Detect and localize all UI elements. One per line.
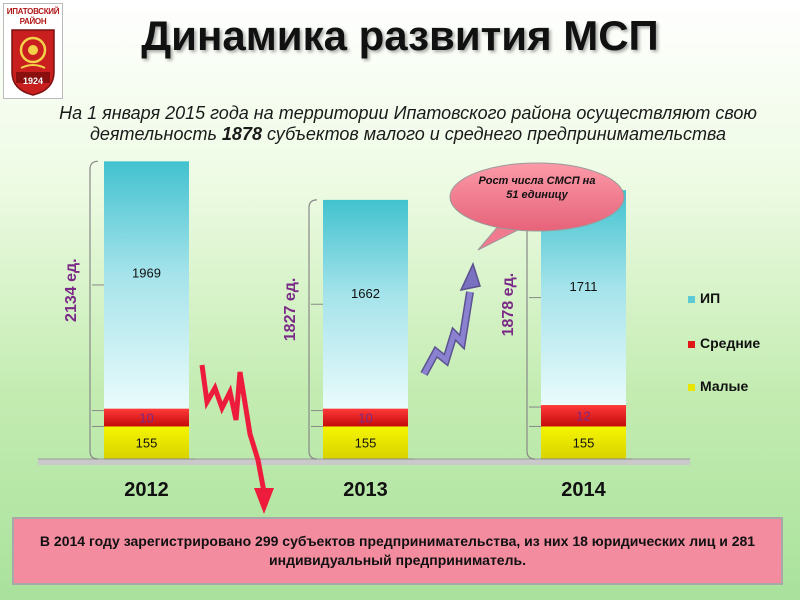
page-subtitle: На 1 января 2015 года на территории Ипат… [40, 103, 776, 145]
legend-label-ip: ИП [700, 290, 721, 306]
growth-arrow-icon [420, 261, 481, 376]
total-label-2014: 1878 ед. [500, 273, 517, 337]
district-emblem: ИПАТОВСКИЙ РАЙОН 1924 [3, 3, 63, 99]
x-tick-label-2013: 2013 [343, 479, 388, 501]
summary-text: В 2014 году зарегистрировано 299 субъект… [39, 533, 756, 568]
legend-swatch-malye [688, 384, 695, 391]
decline-arrow-icon [199, 364, 274, 514]
data-label-srednie-2014: 12 [576, 409, 590, 424]
legend-item-ip: ИП [688, 290, 798, 310]
bar-ip-2012 [104, 161, 189, 409]
legend-swatch-srednie [688, 341, 695, 348]
bar-srednie-2012 [104, 408, 189, 427]
bar-malye-2012 [104, 426, 189, 459]
legend-label-malye: Малые [700, 378, 749, 394]
emblem-text-line2: РАЙОН [19, 17, 47, 26]
chart-floor [38, 458, 690, 465]
page-title: Динамика развития МСП [141, 12, 659, 59]
data-label-ip-2012: 1969 [132, 266, 161, 281]
bar-ip-2013 [323, 199, 408, 409]
x-tick-label-2012: 2012 [124, 479, 169, 501]
legend-label-srednie: Средние [700, 335, 761, 351]
total-label-2012: 2134 ед. [63, 258, 80, 322]
subtitle-highlight-count: 1878 [221, 124, 262, 144]
bar-malye-2014 [541, 426, 626, 459]
data-label-malye-2013: 155 [355, 436, 377, 451]
shield-icon [11, 29, 55, 96]
emblem-year: 1924 [22, 76, 44, 86]
data-label-srednie-2012: 10 [139, 411, 153, 426]
callout-text: Рост числа СМСП на 51 единицу [478, 175, 596, 201]
data-label-malye-2012: 155 [136, 436, 158, 451]
legend-item-srednie: Средние [688, 335, 798, 355]
data-label-ip-2014: 1711 [570, 279, 598, 294]
bar-malye-2013 [323, 426, 408, 459]
bracket-guide-2012 [89, 160, 99, 460]
legend-swatch-ip [688, 296, 695, 303]
summary-box: В 2014 году зарегистрировано 299 субъект… [12, 517, 783, 585]
subtitle-text-before: На 1 января 2015 года на территории Ипат… [59, 103, 757, 144]
growth-callout [449, 162, 625, 251]
total-label-2013: 1827 ед. [282, 278, 299, 342]
emblem-text-line1: ИПАТОВСКИЙ [6, 7, 60, 16]
subtitle-text-after: субъектов малого и среднего предпринимат… [261, 124, 727, 144]
bar-srednie-2014 [541, 405, 626, 427]
data-label-srednie-2013: 10 [358, 411, 372, 426]
bracket-guide-2013 [308, 199, 318, 460]
data-label-malye-2014: 155 [573, 436, 595, 451]
data-label-ip-2013: 1662 [351, 286, 380, 301]
bar-srednie-2013 [323, 408, 408, 427]
x-tick-label-2014: 2014 [561, 479, 606, 501]
legend-item-malye: Малые [688, 378, 798, 398]
